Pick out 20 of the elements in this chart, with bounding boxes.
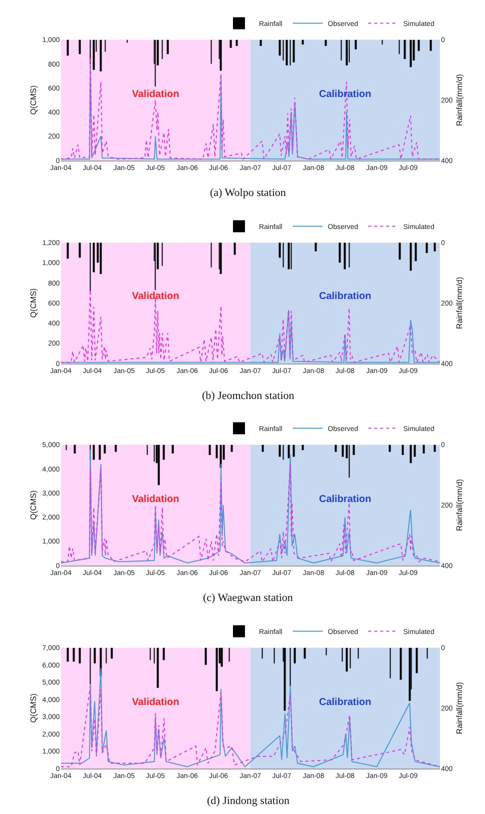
y-axis-title: Q(CMS)	[28, 288, 38, 318]
text: (d) Jindong station	[207, 795, 290, 807]
text: (b) Jeomchon station	[202, 390, 295, 402]
band-label: Validation	[132, 291, 180, 302]
y-axis-title: Q(CMS)	[28, 85, 38, 115]
text: (a) Wolpo station	[210, 187, 286, 199]
band-label: Validation	[132, 697, 180, 708]
band-label: Calibration	[319, 494, 372, 505]
y2-axis-title: Rainfall(mm/d)	[454, 478, 464, 532]
band-label: Calibration	[319, 89, 372, 100]
y2-axis-title: Rainfall(mm/d)	[454, 74, 464, 126]
y2-axis-title: Rainfall(mm/d)	[454, 682, 464, 734]
y2-axis-title: Rainfall(mm/d)	[454, 276, 464, 330]
band-label: Calibration	[319, 697, 372, 708]
band-label: Validation	[132, 494, 180, 505]
band-label: Validation	[132, 89, 180, 100]
text: (c) Waegwan station	[203, 592, 294, 604]
y-axis-title: Q(CMS)	[28, 490, 38, 520]
y-axis-title: Q(CMS)	[28, 693, 38, 723]
band-label: Calibration	[319, 291, 372, 302]
